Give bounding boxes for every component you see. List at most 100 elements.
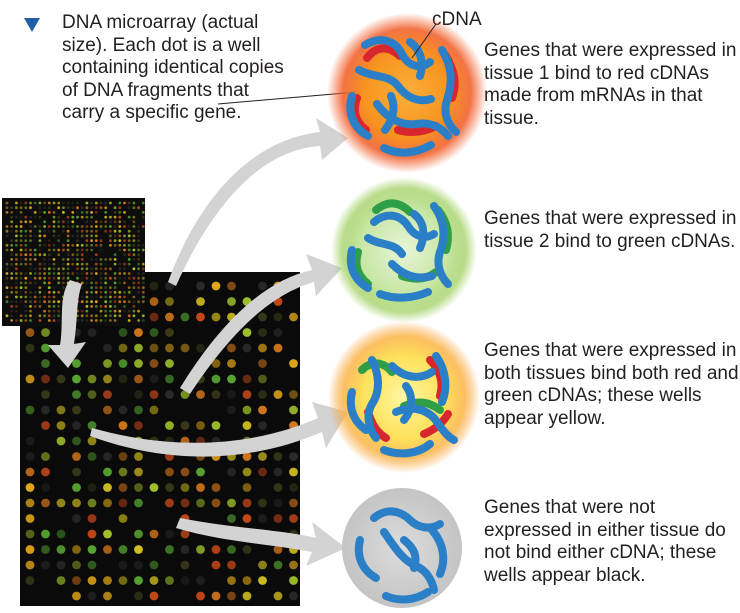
microarray-well-dot (19, 253, 23, 257)
neither-tissue-description: Genes that were not expressed in either … (484, 497, 726, 586)
microarray-well-dot (43, 234, 46, 238)
microarray-well-dot (52, 215, 56, 219)
microarray-well-dot (137, 258, 141, 261)
microarray-well-dot (227, 297, 236, 306)
microarray-well-dot (99, 225, 103, 228)
microarray-well-dot (15, 262, 18, 266)
microarray-well-dot (227, 591, 236, 601)
microarray-well-dot (123, 239, 126, 243)
microarray-well-dot (25, 436, 35, 446)
microarray-well-dot (38, 272, 42, 275)
microarray-well-dot (289, 591, 298, 601)
microarray-well-dot (19, 300, 23, 304)
microarray-well-dot (103, 591, 112, 601)
microarray-well-dot (66, 225, 70, 228)
microarray-well-dot (137, 267, 141, 271)
microarray-well-dot (90, 206, 93, 210)
microarray-well-dot (90, 225, 93, 228)
microarray-well-dot (104, 319, 108, 322)
microarray-well-dot (5, 248, 9, 252)
microarray-well-dot (66, 267, 70, 271)
microarray-well-dot (141, 272, 145, 275)
microarray-well-dot (196, 483, 205, 492)
microarray-well-dot (57, 281, 61, 285)
microarray-well-dot (76, 234, 79, 238)
microarray-well-dot (113, 309, 117, 313)
microarray-well-dot (113, 253, 117, 257)
microarray-well-dot (47, 225, 51, 228)
microarray-well-dot (10, 206, 14, 210)
microarray-well-dot (113, 272, 117, 275)
microarray-well-dot (66, 239, 70, 243)
microarray-well-dot (99, 272, 103, 275)
microarray-well-dot (38, 300, 42, 304)
microarray-well-dot (99, 239, 103, 243)
microarray-well-dot (273, 483, 283, 492)
microarray-well-dot (43, 201, 46, 205)
microarray-well-dot (113, 319, 117, 322)
microarray-well-dot (90, 234, 93, 238)
microarray-well-dot (25, 374, 35, 384)
microarray-well-dot (56, 576, 66, 585)
microarray-well-dot (90, 276, 93, 280)
microarray-well-dot (132, 305, 136, 308)
microarray-well-dot (47, 262, 51, 266)
microarray-well-dot (123, 262, 126, 266)
microarray-well-dot (165, 374, 174, 384)
microarray-well-dot (273, 452, 283, 461)
microarray-well-dot (242, 591, 252, 601)
microarray-well-dot (5, 262, 9, 266)
microarray-well-dot (85, 225, 89, 228)
microarray-well-dot (94, 314, 98, 318)
microarray-well-dot (104, 215, 108, 219)
microarray-well-dot (71, 220, 75, 224)
microarray-well-dot (94, 234, 98, 238)
microarray-well-dot (76, 215, 79, 219)
microarray-well-dot (137, 248, 141, 252)
microarray-well-dot (103, 374, 112, 384)
microarray-well-dot (127, 248, 131, 252)
microarray-well-dot (47, 309, 51, 313)
microarray-well-dot (127, 262, 131, 266)
microarray-well-dot (87, 421, 97, 430)
microarray-well-dot (99, 201, 103, 205)
microarray-well-dot (211, 359, 221, 368)
microarray-well-dot (57, 290, 61, 294)
microarray-well-dot (87, 452, 97, 461)
microarray-well-dot (76, 229, 79, 233)
microarray-well-dot (118, 225, 122, 228)
microarray-well-dot (38, 229, 42, 233)
microarray-well-dot (109, 267, 112, 271)
microarray-well-dot (52, 305, 56, 308)
microarray-well-dot (104, 229, 108, 233)
microarray-well-dot (137, 281, 141, 285)
microarray-well-dot (29, 262, 32, 266)
microarray-well-dot (289, 390, 298, 399)
microarray-well-dot (141, 319, 145, 322)
microarray-well-dot (56, 436, 66, 446)
microarray-well-dot (137, 239, 141, 243)
microarray-well-dot (104, 225, 108, 228)
microarray-well-dot (47, 314, 51, 318)
microarray-well-dot (87, 576, 97, 585)
microarray-well-dot (196, 591, 205, 601)
microarray-well-dot (29, 267, 32, 271)
microarray-well-dot (134, 390, 143, 399)
microarray-well-dot (87, 545, 97, 554)
microarray-well-dot (15, 215, 18, 219)
microarray-well-dot (132, 248, 136, 252)
microarray-well-dot (211, 498, 221, 508)
microarray-well-dot (29, 276, 32, 280)
microarray-well-dot (47, 267, 51, 271)
microarray-well-dot (43, 262, 46, 266)
microarray-well-dot (134, 467, 143, 477)
microarray-well-dot (113, 314, 117, 318)
microarray-caption: DNA microarray (actual size). Each dot i… (62, 12, 284, 123)
microarray-well-dot (41, 328, 50, 337)
microarray-well-dot (85, 211, 89, 214)
microarray-well-dot (118, 328, 128, 337)
microarray-well-dot (134, 591, 143, 601)
microarray-well-dot (24, 239, 28, 243)
microarray-well-dot (57, 319, 61, 322)
microarray-well-dot (57, 239, 61, 243)
